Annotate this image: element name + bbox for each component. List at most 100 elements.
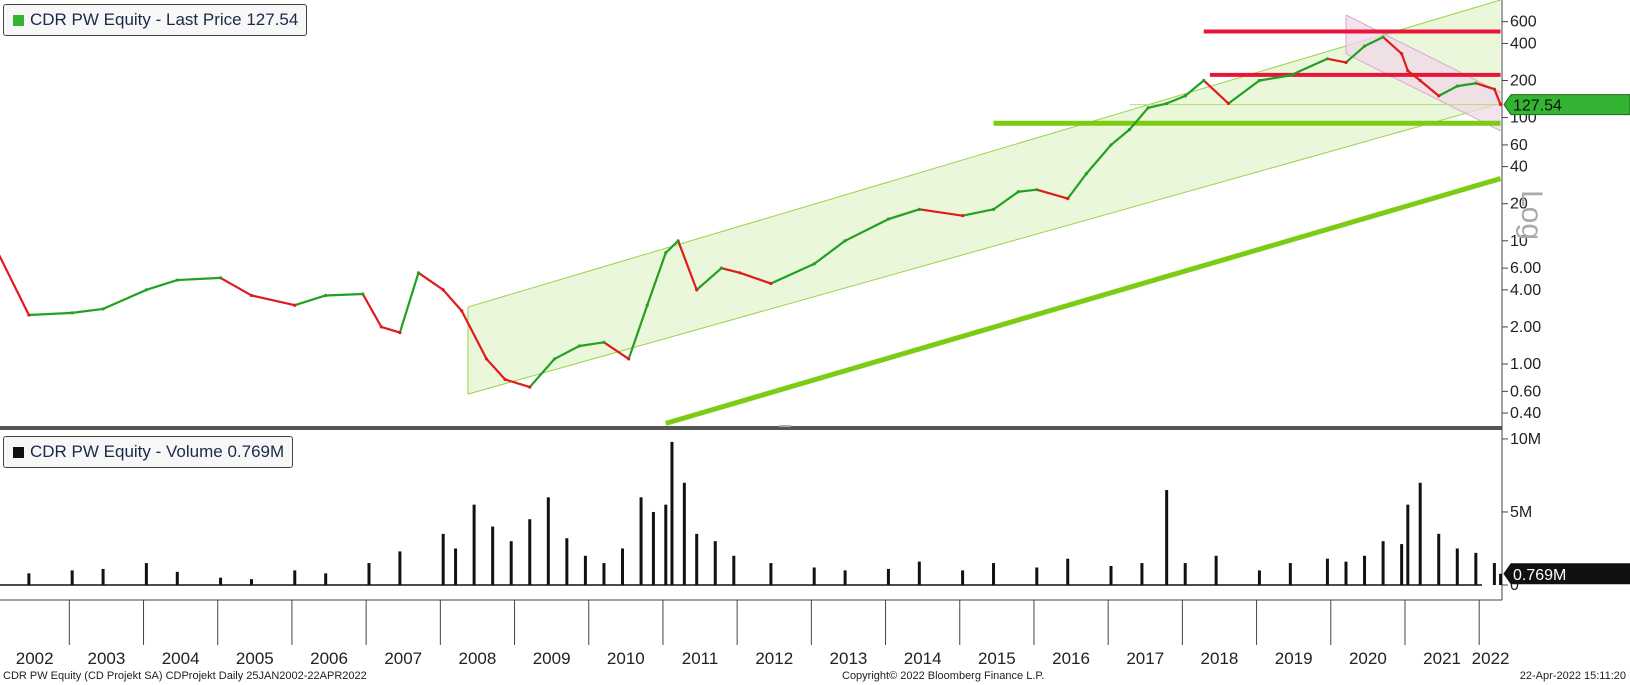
price-point: [324, 293, 328, 298]
price-point: [144, 288, 148, 292]
volume-tick-label: 10M: [1510, 431, 1541, 448]
volume-bar: [639, 497, 643, 585]
volume-bar: [1492, 563, 1496, 585]
price-point: [1437, 94, 1441, 98]
price-segment: [664, 239, 680, 254]
price-point: [738, 271, 742, 275]
year-label: 2003: [88, 649, 126, 668]
volume-bar: [961, 570, 965, 585]
volume-bar: [1109, 566, 1113, 585]
price-segment: [293, 294, 327, 307]
panel-divider-handle: [779, 425, 791, 427]
price-tick-label: 40: [1510, 159, 1528, 176]
price-tick-label: 600: [1510, 14, 1537, 31]
volume-bar: [293, 570, 297, 585]
price-segment: [1202, 79, 1230, 105]
price-segment: [380, 325, 401, 334]
volume-bar: [992, 563, 996, 585]
volume-bar: [101, 568, 105, 585]
price-point: [676, 239, 680, 243]
volume-bar: [1035, 567, 1039, 585]
price-segment: [485, 357, 507, 381]
price-segment: [1474, 82, 1496, 91]
price-point: [101, 307, 105, 311]
volume-bar: [1165, 490, 1169, 585]
price-point: [398, 330, 402, 335]
price-point: [1257, 78, 1262, 83]
price-point: [1325, 57, 1330, 61]
year-label: 2014: [904, 649, 942, 668]
year-label: 2011: [682, 649, 719, 668]
volume-bar: [1437, 533, 1441, 585]
volume-bar: [1066, 558, 1070, 585]
volume-bar: [70, 570, 74, 585]
price-point: [1492, 87, 1496, 91]
price-segment: [528, 357, 556, 389]
price-tick-label: 0.40: [1510, 405, 1541, 422]
price-segment: [1326, 57, 1348, 64]
price-point: [1498, 102, 1503, 107]
price-point: [1362, 44, 1367, 48]
price-point: [664, 251, 668, 255]
volume-bar: [651, 511, 655, 585]
year-label: 2017: [1126, 649, 1164, 668]
volume-tick-label: 0: [1510, 577, 1519, 594]
price-point: [917, 207, 921, 211]
price-segment: [578, 341, 606, 348]
year-label: 2015: [978, 649, 1016, 668]
price-segment: [1258, 74, 1292, 82]
volume-bar: [249, 579, 253, 585]
price-point: [503, 377, 507, 382]
price-segment: [918, 208, 964, 217]
year-label: 2018: [1201, 649, 1239, 668]
price-segment: [844, 218, 890, 242]
price-segment: [1419, 79, 1440, 97]
price-segment: [1363, 35, 1385, 48]
price-point: [218, 276, 223, 280]
year-label: 2019: [1275, 649, 1313, 668]
price-tick-label: 10: [1510, 233, 1528, 250]
price-point: [577, 344, 581, 348]
volume-bar: [1406, 504, 1410, 585]
price-tick-label: 60: [1510, 137, 1528, 154]
price-point: [812, 262, 816, 266]
year-label: 2005: [236, 649, 274, 668]
volume-bar: [695, 533, 699, 585]
price-segment: [677, 239, 698, 291]
volume-bar: [509, 541, 513, 585]
price-point: [1084, 172, 1088, 176]
volume-bar: [682, 482, 686, 585]
year-label: 2002: [16, 649, 54, 668]
price-tick-label: 0.60: [1510, 383, 1541, 400]
volume-bar: [670, 441, 674, 585]
volume-bar: [1214, 555, 1218, 585]
price-point: [361, 292, 365, 296]
year-label: 2008: [459, 649, 497, 668]
price-segment: [627, 304, 649, 361]
volume-bar: [1183, 563, 1187, 585]
price-segment: [1437, 85, 1459, 97]
price-tick-label: 200: [1510, 72, 1537, 89]
price-segment: [1400, 52, 1409, 72]
price-point: [528, 385, 532, 389]
price-segment: [1035, 188, 1069, 200]
year-label: 2012: [755, 649, 793, 668]
volume-bar: [175, 571, 179, 585]
price-point: [416, 271, 421, 275]
price-segment: [398, 271, 420, 334]
price-series: [0, 35, 1503, 389]
price-point: [1183, 94, 1187, 98]
price-segment: [1456, 82, 1477, 88]
price-tick-label: 4.00: [1510, 282, 1541, 299]
price-point: [460, 309, 464, 313]
price-point: [886, 217, 891, 221]
volume-bar: [1455, 548, 1459, 585]
price-segment: [0, 254, 30, 317]
price-legend: CDR PW Equity - Last Price 127.54: [3, 4, 308, 36]
volume-bar: [583, 555, 587, 585]
price-segment: [1381, 35, 1403, 55]
price-point: [27, 313, 31, 317]
volume-bar: [1400, 544, 1404, 585]
volume-bar: [219, 577, 223, 585]
